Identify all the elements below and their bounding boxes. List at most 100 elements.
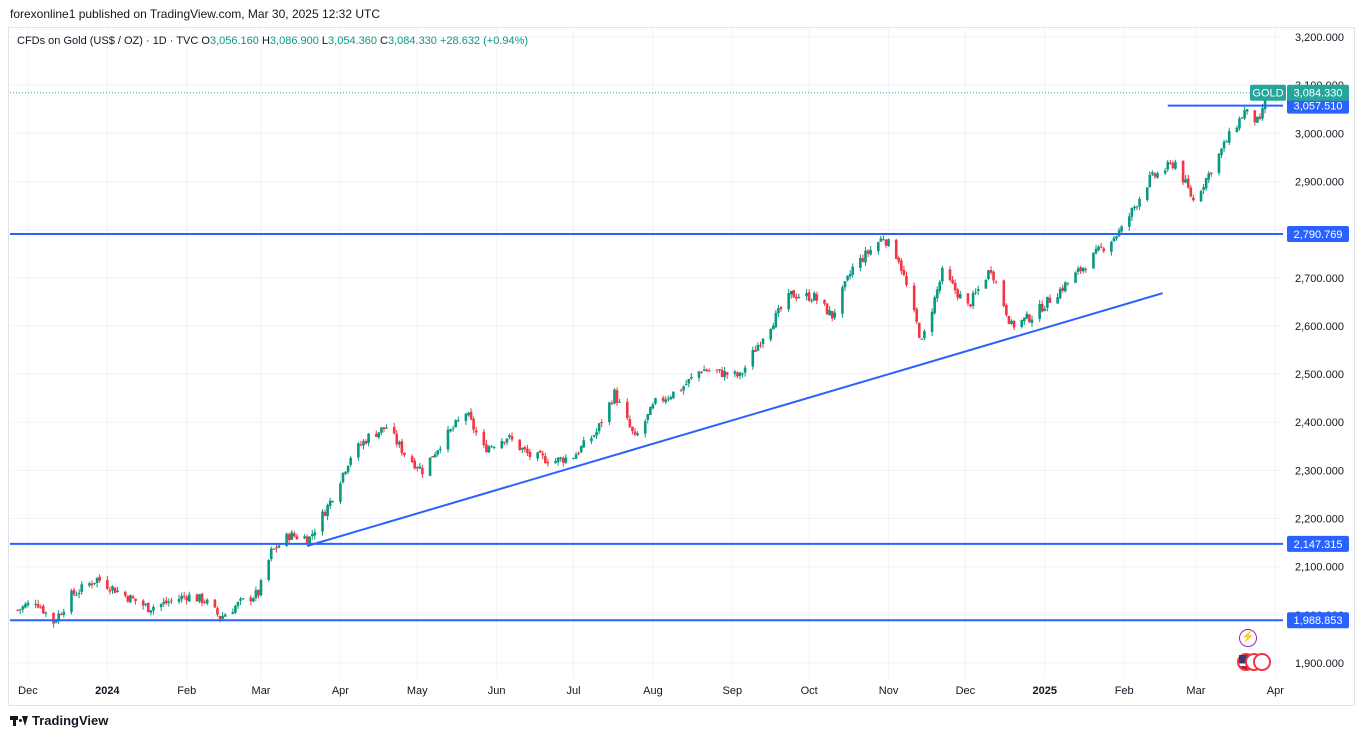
candle-body: [948, 269, 952, 280]
candle-body: [520, 448, 524, 450]
candle-body: [987, 270, 990, 280]
candle-body: [823, 299, 826, 304]
candle-body: [672, 391, 675, 399]
candle-body: [805, 292, 808, 297]
candle-body: [1128, 216, 1131, 227]
candle-body: [1012, 321, 1016, 328]
candle-body: [1020, 319, 1024, 327]
candle-body: [1135, 206, 1139, 208]
candle-body: [129, 595, 132, 603]
price-badge-label: 2,790.769: [1294, 229, 1343, 241]
candle-body: [44, 612, 48, 614]
candle-body: [321, 511, 324, 532]
candle-body: [149, 610, 153, 613]
tradingview-logo[interactable]: TradingView: [10, 713, 108, 728]
candle-body: [203, 601, 206, 603]
candle-body: [900, 260, 903, 272]
candle-body: [1168, 162, 1172, 164]
candle-body: [902, 270, 906, 276]
candle-body: [848, 274, 852, 277]
candle-body: [241, 598, 245, 600]
candle-body: [1002, 280, 1006, 307]
candle-body: [1074, 272, 1077, 283]
candle-body: [687, 379, 691, 384]
candle-body: [905, 275, 908, 286]
candle-body: [95, 577, 99, 584]
candle-body: [362, 440, 365, 446]
candle-body: [1174, 161, 1177, 169]
candle-body: [41, 606, 45, 614]
legend-high-label: H: [261, 35, 270, 47]
candle-body: [88, 583, 91, 586]
candle-body: [1076, 268, 1080, 272]
candle-body: [52, 612, 55, 624]
candle-body: [705, 369, 708, 372]
candle-body: [879, 238, 883, 242]
candle-body: [269, 548, 273, 560]
candle-body: [439, 448, 442, 451]
legend-symbol: CFDs on Gold (US$ / OZ) · 1D · TVC: [17, 35, 199, 47]
candle-body: [26, 602, 30, 606]
y-tick-label: 3,000.000: [1295, 128, 1344, 140]
candle-body: [433, 454, 437, 458]
candle-body: [1225, 141, 1228, 143]
candle-body: [1010, 320, 1013, 324]
symbol-badge: [1250, 84, 1286, 101]
candle-body: [467, 412, 470, 416]
candle-body: [1133, 206, 1136, 209]
us-flag-icon[interactable]: [1237, 653, 1279, 673]
candle-body: [380, 427, 383, 433]
candle-body: [1048, 297, 1052, 303]
x-tick-label: Nov: [879, 685, 899, 697]
candle-body: [503, 442, 506, 444]
candle-body: [382, 427, 386, 430]
candle-body: [572, 458, 575, 460]
candle-body: [231, 612, 235, 614]
candle-body: [508, 435, 511, 438]
candle-body: [34, 603, 37, 605]
candle-body: [1094, 248, 1098, 254]
candle-body: [702, 369, 706, 372]
candle-body: [1148, 174, 1152, 187]
candle-body: [743, 367, 747, 373]
legend-low-label: L: [321, 35, 329, 47]
candle-body: [216, 608, 219, 615]
candle-body: [1253, 110, 1257, 123]
x-tick-label: Dec: [956, 685, 976, 697]
candle-body: [613, 389, 616, 404]
x-tick-label: 2024: [95, 685, 120, 697]
candle-body: [431, 455, 434, 458]
candle-body: [385, 427, 388, 429]
x-tick-label: Aug: [643, 685, 663, 697]
candle-body: [608, 402, 611, 422]
candle-body: [976, 288, 980, 291]
candle-body: [526, 448, 529, 453]
candle-body: [1145, 187, 1149, 200]
candle-body: [564, 457, 568, 463]
candle-body: [469, 411, 473, 420]
publisher-line: forexonline1 published on TradingView.co…: [10, 7, 381, 21]
candle-body: [682, 386, 685, 391]
candle-body: [436, 450, 440, 455]
y-tick-label: 2,500.000: [1295, 369, 1344, 381]
candle-body: [971, 292, 975, 307]
candle-body: [897, 257, 901, 262]
candle-body: [177, 598, 181, 602]
candle-body: [1084, 269, 1088, 271]
candle-body: [935, 289, 939, 299]
candle-body: [741, 373, 744, 375]
candle-body: [57, 613, 60, 622]
flash-icon[interactable]: ⚡: [1239, 629, 1257, 647]
candle-body: [795, 296, 798, 299]
candle-body: [1258, 116, 1262, 119]
candle-body: [482, 431, 486, 446]
candle-body: [649, 406, 652, 415]
candle-body: [259, 580, 263, 596]
x-tick-label: Apr: [1267, 685, 1284, 697]
candle-body: [374, 433, 378, 437]
candle-body: [70, 590, 73, 613]
trendline: [306, 292, 1163, 547]
candle-body: [884, 239, 888, 246]
candle-body: [654, 398, 657, 404]
